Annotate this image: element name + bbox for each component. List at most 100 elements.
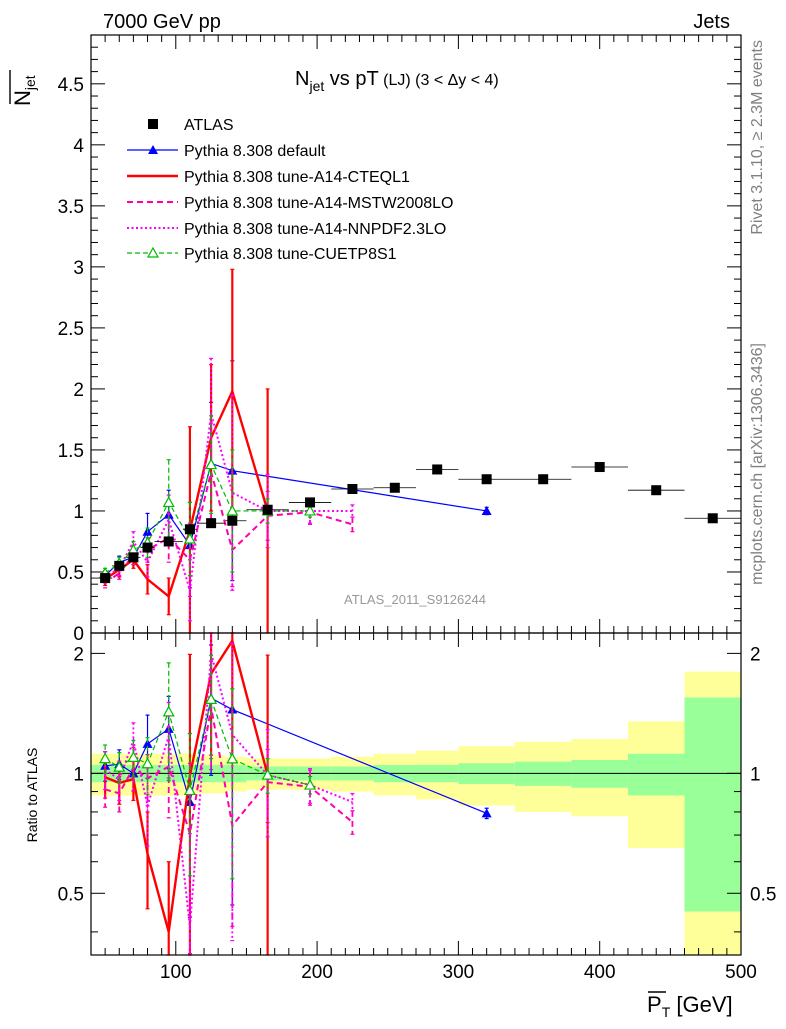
series-marker-4 <box>183 532 196 544</box>
ratio-tick-label: 2 <box>73 644 84 665</box>
legend-marker-4 <box>146 246 160 258</box>
y-tick-label: 0 <box>73 624 84 645</box>
series-marker-4 <box>127 751 140 762</box>
ratio-tick-label: 0.5 <box>58 884 84 905</box>
ratio-y-label: Ratio to ATLAS <box>24 748 40 843</box>
ratio-line-3 <box>104 653 353 927</box>
x-label-unit: [GeV] <box>670 992 732 1017</box>
plot-title: Njet vs pT (LJ) (3 < Δy < 4) <box>295 68 499 94</box>
rivet-label: Rivet 3.1.10, ≥ 2.3M events <box>749 40 766 235</box>
atlas-point <box>432 464 443 475</box>
x-tick-label: 200 <box>301 962 333 983</box>
y-label-main: N <box>10 90 35 106</box>
y-tick-label: 0.5 <box>58 563 84 584</box>
ratio-tick-label-right: 0.5 <box>750 884 776 905</box>
series-marker-0 <box>481 808 492 818</box>
atlas-point <box>163 536 174 547</box>
x-tick-label: 500 <box>725 962 757 983</box>
series-marker-4 <box>226 504 239 516</box>
atlas-data <box>91 462 741 584</box>
series-marker-4 <box>304 778 317 790</box>
watermark: ATLAS_2011_S9126244 <box>344 592 486 607</box>
legend-atlas-marker <box>148 119 158 129</box>
ratio-tick-label: 1 <box>73 764 84 785</box>
atlas-point <box>184 524 195 535</box>
y-tick-label: 4 <box>73 136 84 157</box>
series-marker-4 <box>183 784 196 796</box>
atlas-point <box>707 513 718 524</box>
y-tick-label: 2.5 <box>58 319 84 340</box>
atlas-point <box>227 515 238 526</box>
ratio-tick-label-right: 2 <box>750 644 761 665</box>
legend-marker-0 <box>148 145 158 154</box>
header-right: Jets <box>693 11 730 33</box>
y-tick-label: 1 <box>73 502 84 523</box>
series-line-3 <box>104 413 353 591</box>
legend-label-1: Pythia 8.308 tune-A14-CTEQL1 <box>184 169 410 186</box>
atlas-point <box>481 474 492 485</box>
ratio-line-4 <box>104 697 311 791</box>
y-tick-label: 2 <box>73 380 84 401</box>
legend-label-3: Pythia 8.308 tune-A14-NNPDF2.3LO <box>184 221 446 238</box>
atlas-point <box>347 483 358 494</box>
series-marker-4 <box>205 458 218 470</box>
series-line-4 <box>104 462 311 574</box>
y-label-sub: jet <box>22 75 38 91</box>
y-label-text: Njet <box>10 75 38 106</box>
band-inner <box>571 760 628 788</box>
atlas-point <box>538 474 549 485</box>
x-label-text: PT [GeV] <box>647 992 733 1020</box>
atlas-point <box>142 542 153 553</box>
series-marker-4 <box>205 693 218 704</box>
y-tick-label: 3.5 <box>58 197 84 218</box>
title-sub: jet <box>308 78 324 94</box>
band-inner <box>684 697 741 912</box>
atlas-point <box>206 518 217 529</box>
header-left: 7000 GeV pp <box>103 11 221 33</box>
atlas-point <box>594 462 605 473</box>
title-extra: (LJ) (3 < Δy < 4) <box>379 72 499 89</box>
y-tick-label: 4.5 <box>58 75 84 96</box>
x-label-sub: T <box>662 1004 671 1020</box>
y-tick-label: 1.5 <box>58 441 84 462</box>
atlas-point <box>389 482 400 493</box>
series-marker-4 <box>162 496 175 508</box>
x-tick-label: 300 <box>443 962 475 983</box>
atlas-point <box>305 497 316 508</box>
legend: ATLAS Pythia 8.308 default Pythia 8.308 tu… <box>127 117 453 263</box>
series-marker-0 <box>481 505 492 515</box>
series-marker-4 <box>141 757 154 769</box>
main-ticks: 0 0.5 1 1.5 2 2.5 3 3.5 4 4.5 <box>58 34 742 645</box>
atlas-point <box>651 485 662 496</box>
series-marker-4 <box>113 760 126 772</box>
ratio-series <box>99 632 492 956</box>
ratio-tick-label-right: 1 <box>750 764 761 785</box>
x-label-main: P <box>647 992 662 1017</box>
atlas-point <box>262 504 273 515</box>
ratio-frame <box>90 632 742 956</box>
y-tick-label: 3 <box>73 258 84 279</box>
series-marker-4 <box>162 705 175 717</box>
series-marker-4 <box>261 768 274 780</box>
title-rest: vs pT <box>324 68 378 90</box>
band-inner <box>627 753 685 796</box>
x-tick-label: 100 <box>160 962 192 983</box>
title-prefix: N <box>295 68 309 90</box>
series-marker-4 <box>99 752 112 764</box>
x-tick-label: 400 <box>584 962 616 983</box>
y-axis-label: Njet <box>9 70 38 106</box>
atlas-point <box>100 573 111 584</box>
legend-label-0: Pythia 8.308 default <box>184 143 326 160</box>
legend-label-2: Pythia 8.308 tune-A14-MSTW2008LO <box>184 195 453 212</box>
series-marker-4 <box>226 752 239 764</box>
atlas-point <box>114 560 125 571</box>
x-axis-label: PT [GeV] <box>647 991 733 1020</box>
series-marker-4 <box>304 504 317 516</box>
legend-atlas-label: ATLAS <box>184 117 234 134</box>
mcplots-label: mcplots.cern.ch [arXiv:1306.3436] <box>749 343 766 585</box>
atlas-point <box>128 552 139 563</box>
legend-label-4: Pythia 8.308 tune-CUETP8S1 <box>184 246 397 263</box>
series-marker-0 <box>142 738 153 748</box>
